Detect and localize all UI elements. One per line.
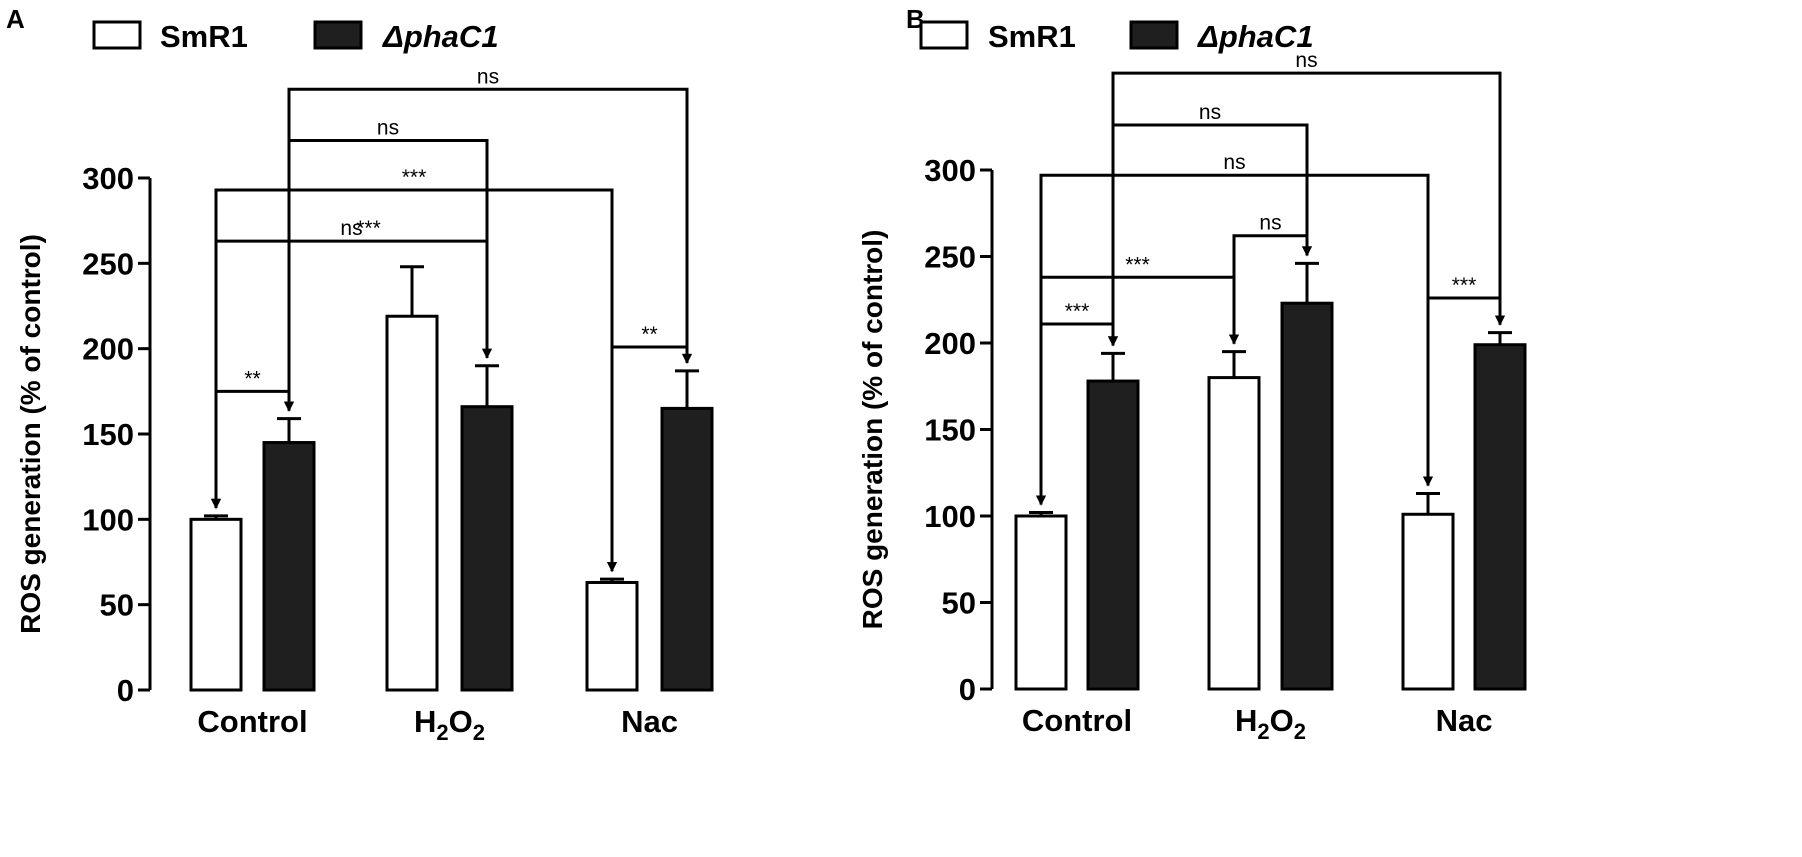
x-category-label: H2O2	[414, 704, 485, 745]
y-axis-title: ROS generation (% of control)	[15, 234, 46, 634]
significance-label: ns	[1259, 212, 1281, 235]
x-category-label-part: 2	[436, 720, 448, 745]
bracket-arrowhead	[211, 498, 221, 509]
y-tick-label: 200	[924, 326, 976, 361]
legend-swatch-open	[919, 20, 969, 50]
y-tick-label: 250	[82, 246, 134, 281]
significance-bracket	[214, 188, 614, 572]
x-category-label-part: 2	[473, 720, 485, 745]
y-tick-label: 100	[924, 499, 976, 534]
x-category-label-part: O	[1270, 703, 1294, 738]
legend-label: SmR1	[988, 19, 1076, 54]
legend-label: ΔphaC1	[1197, 19, 1314, 54]
bar-filled	[1086, 379, 1140, 691]
significance-label: ns	[340, 217, 362, 240]
x-category-label-part: H	[1235, 703, 1257, 738]
significance-label: ns	[1199, 101, 1221, 124]
legend-swatch-filled	[313, 20, 363, 50]
bracket-arrowhead	[1229, 334, 1239, 345]
y-tick-label: 300	[924, 153, 976, 188]
bracket-arrowhead	[1108, 336, 1118, 347]
x-category-label: H2O2	[1235, 703, 1306, 744]
legend-label: ΔphaC1	[382, 19, 499, 54]
bar-filled	[660, 406, 714, 692]
significance-label: ns	[1223, 151, 1245, 174]
legend-swatch-filled	[1129, 20, 1179, 50]
significance-label: ns	[1295, 49, 1317, 72]
y-tick-label: 100	[82, 502, 134, 537]
bracket-arrowhead	[1495, 315, 1505, 326]
x-category-label-part: H	[414, 704, 436, 739]
bracket-arrowhead	[682, 353, 692, 364]
significance-label: ***	[356, 217, 381, 240]
bracket-arrowhead	[1302, 246, 1312, 257]
significance-label: ***	[1452, 274, 1477, 297]
panel-letter: A	[6, 4, 25, 34]
y-tick-label: 0	[117, 673, 134, 708]
y-axis: 0 50 100 150 200 250 300 ROS generation (% of c…	[15, 161, 152, 708]
significance-label: ns	[477, 65, 499, 88]
y-tick-label: 150	[82, 417, 134, 452]
y-tick-label: 0	[959, 672, 976, 707]
bracket-arrowhead	[284, 401, 294, 412]
significance-label: ***	[402, 166, 427, 189]
significance-bracket	[1111, 71, 1502, 346]
x-category-label-part: 2	[1294, 719, 1306, 744]
legend-swatch-open	[92, 20, 142, 50]
bracket-arrowhead	[1036, 495, 1046, 506]
significance-bracket	[287, 87, 689, 411]
x-category-label: Nac	[621, 704, 678, 739]
bar-open	[189, 517, 243, 692]
bar-filled	[262, 441, 316, 692]
significance-bracket	[1039, 173, 1430, 505]
significance-label: **	[641, 323, 657, 346]
bar-open	[1014, 514, 1068, 691]
bar-filled	[1473, 343, 1527, 691]
x-category-label: Control	[1022, 703, 1132, 738]
x-category-label-part: O	[449, 704, 473, 739]
significance-label: ***	[1065, 300, 1090, 323]
y-tick-label: 200	[82, 332, 134, 367]
bracket-arrowhead	[607, 562, 617, 573]
y-tick-label: 250	[924, 240, 976, 275]
x-category-label: Control	[197, 704, 307, 739]
bar-filled	[460, 405, 514, 692]
y-tick-label: 50	[942, 586, 976, 621]
significance-label: ***	[1125, 253, 1150, 276]
bar-filled	[1280, 301, 1334, 691]
bracket-arrowhead	[482, 348, 492, 359]
y-tick-label: 150	[924, 413, 976, 448]
y-tick-label: 50	[100, 588, 134, 623]
legend: SmR1 ΔphaC1	[919, 19, 1314, 54]
y-axis: 0 50 100 150 200 250 300 ROS generation (% of c…	[857, 153, 994, 707]
panel-a: A SmR1 ΔphaC1 0 50 100 150 200 250 300 ROS generat…	[6, 4, 714, 745]
significance-label: **	[244, 367, 260, 390]
bar-open	[585, 580, 639, 692]
bar-open	[1207, 376, 1261, 691]
bar-open	[1401, 512, 1455, 691]
bracket-arrowhead	[1423, 476, 1433, 487]
x-category-label-part: 2	[1257, 719, 1269, 744]
significance-label: ns	[377, 116, 399, 139]
x-category-label: Nac	[1436, 703, 1493, 738]
bar-open	[385, 314, 439, 692]
legend: SmR1 ΔphaC1	[92, 19, 499, 54]
y-axis-title: ROS generation (% of control)	[857, 230, 888, 630]
legend-label: SmR1	[160, 19, 248, 54]
y-tick-label: 300	[82, 161, 134, 196]
